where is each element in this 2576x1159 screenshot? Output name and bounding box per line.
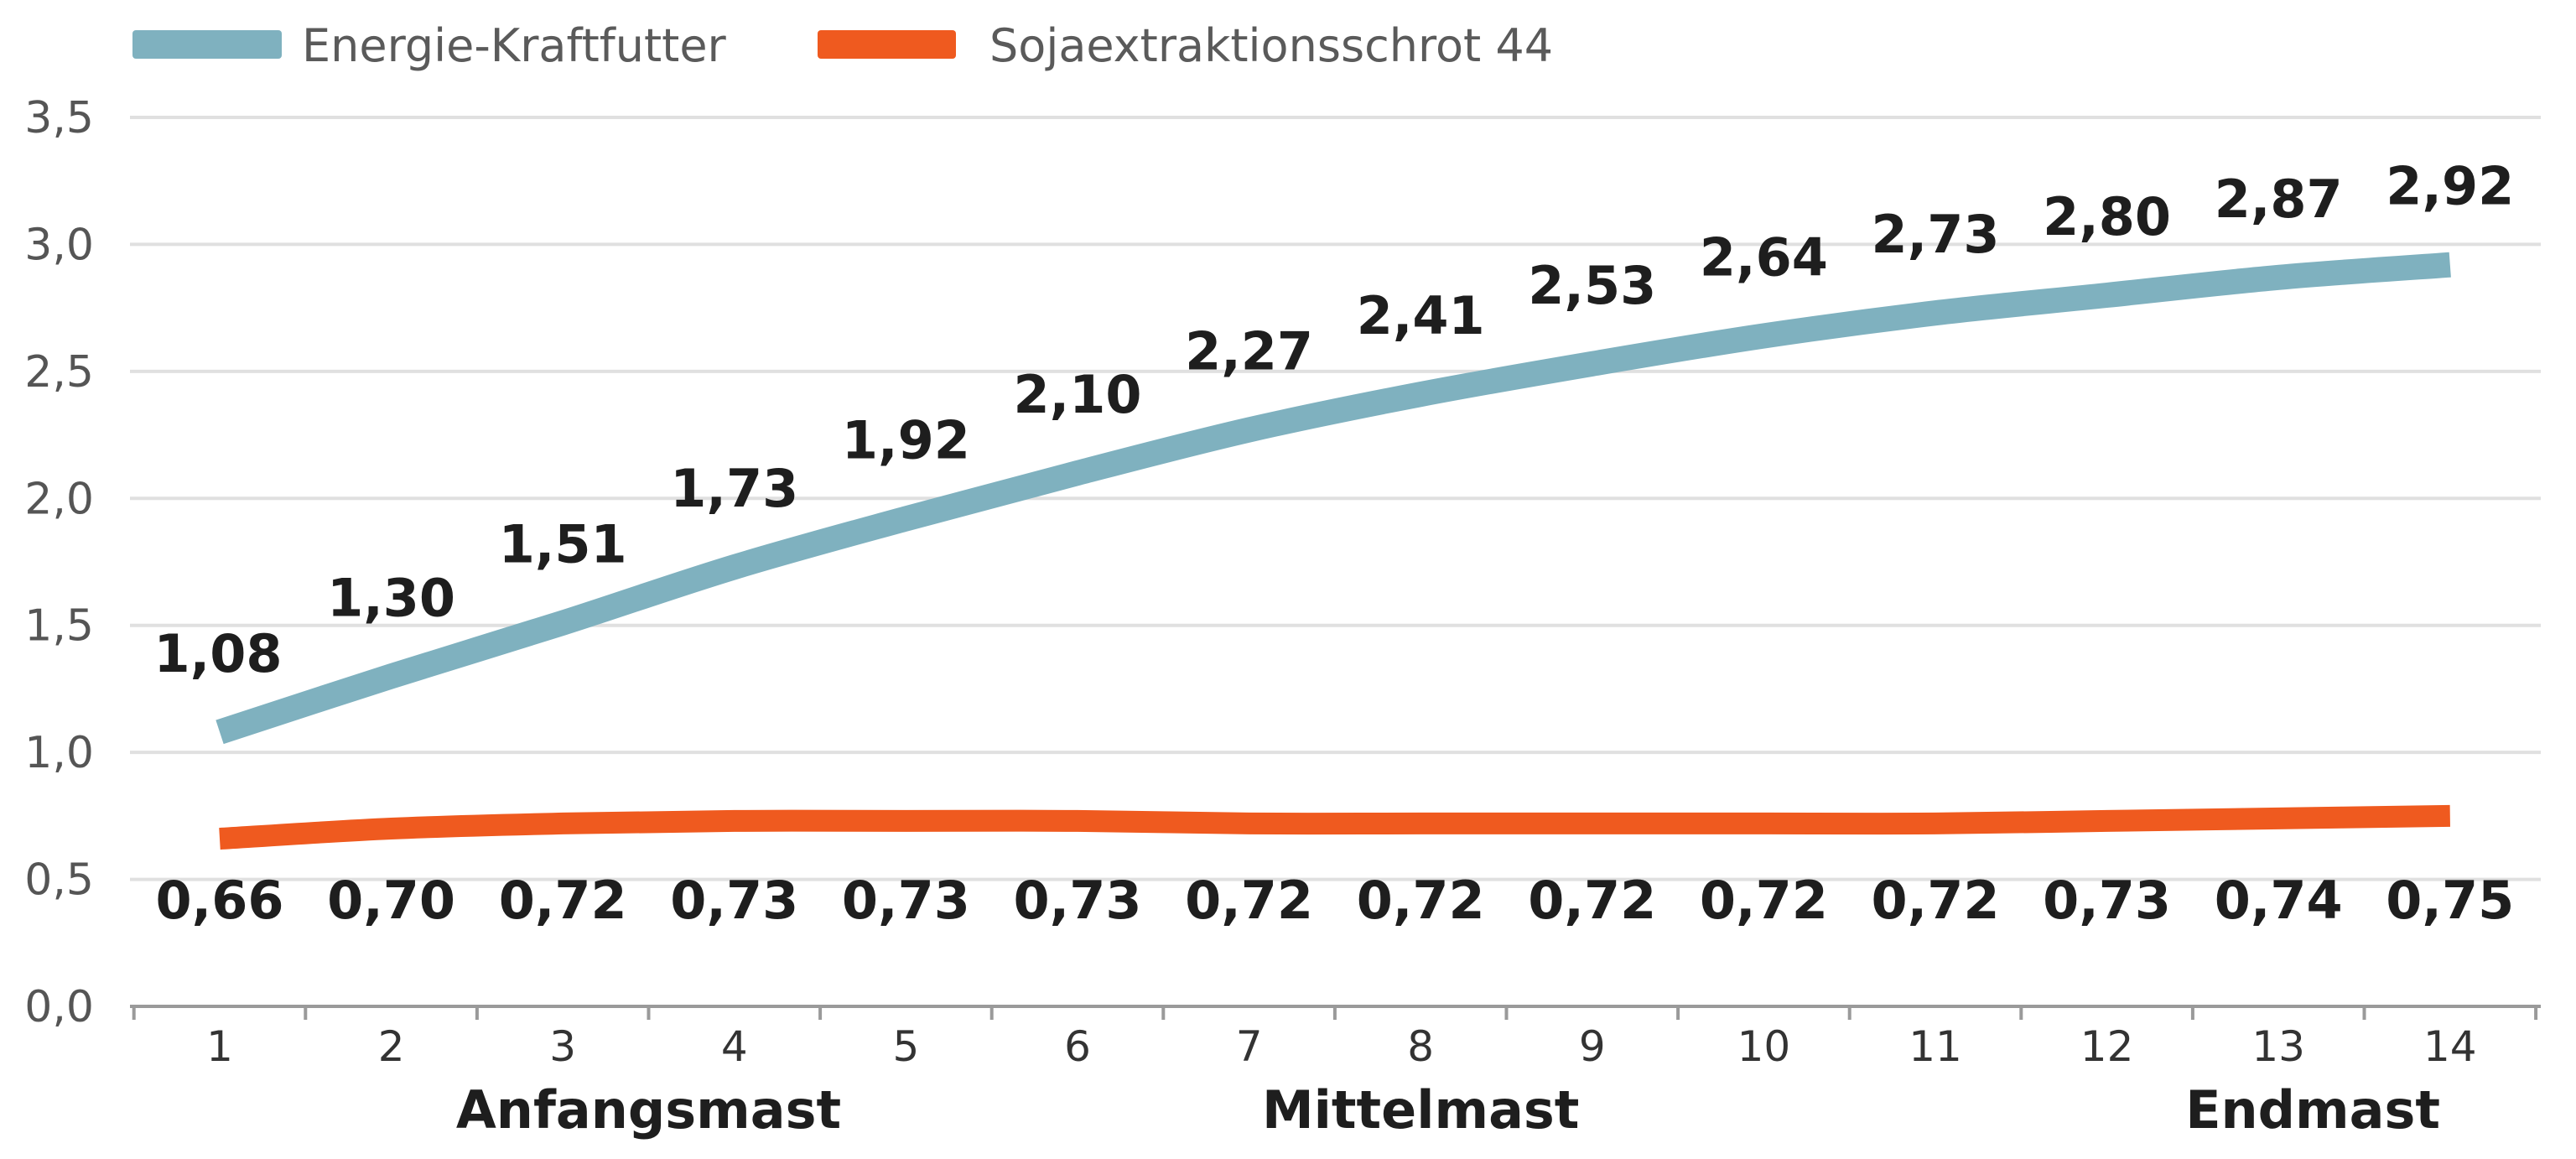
legend-swatch bbox=[132, 30, 282, 59]
data-label: 1,92 bbox=[842, 410, 970, 471]
phase-label: Mittelmast bbox=[1262, 1079, 1580, 1141]
data-labels: 1,08 1,30 1,51 1,73 1,92 2,10 2,27 2,41 2,53 2,64… bbox=[154, 156, 2515, 931]
x-tick-label: 1 bbox=[206, 1022, 233, 1071]
data-label: 0,73 bbox=[842, 870, 970, 931]
legend-label: Sojaextraktionsschrot 44 bbox=[989, 19, 1553, 72]
x-tick-label: 5 bbox=[892, 1022, 919, 1071]
data-label: 0,70 bbox=[327, 870, 455, 931]
x-tick-label: 9 bbox=[1579, 1022, 1606, 1071]
legend-label: Energie-Kraftfutter bbox=[302, 19, 727, 72]
y-tick-label: 3,5 bbox=[24, 93, 94, 143]
x-tick-label: 8 bbox=[1407, 1022, 1434, 1071]
data-label: 2,80 bbox=[2043, 186, 2171, 247]
y-tick-label: 3,0 bbox=[24, 220, 94, 270]
phase-labels: Anfangsmast Mittelmast Endmast bbox=[456, 1079, 2440, 1141]
data-label: 1,73 bbox=[670, 458, 798, 519]
data-label: 2,41 bbox=[1357, 285, 1485, 346]
legend-swatch bbox=[818, 30, 956, 59]
data-label: 0,66 bbox=[156, 870, 284, 931]
x-tick-label: 2 bbox=[378, 1022, 405, 1071]
series-line bbox=[219, 804, 2450, 850]
x-tick-label: 11 bbox=[1909, 1022, 1962, 1071]
data-label: 2,27 bbox=[1185, 321, 1313, 382]
data-label: 2,10 bbox=[1014, 364, 1142, 425]
data-label: 0,74 bbox=[2215, 870, 2343, 931]
data-label: 0,72 bbox=[1185, 870, 1313, 931]
data-label: 2,53 bbox=[1528, 255, 1656, 316]
chart-legend: Energie-Kraftfutter Sojaextraktionsschrot… bbox=[132, 19, 1553, 72]
gridlines bbox=[130, 116, 2541, 881]
y-tick-label: 0,0 bbox=[24, 982, 94, 1032]
data-label: 0,72 bbox=[1872, 870, 2000, 931]
data-label: 2,92 bbox=[2386, 156, 2514, 217]
data-label: 0,75 bbox=[2386, 870, 2514, 931]
data-label: 1,30 bbox=[327, 567, 455, 628]
series-line bbox=[216, 252, 2451, 745]
x-tick-label: 6 bbox=[1064, 1022, 1091, 1071]
data-label: 0,72 bbox=[499, 870, 627, 931]
data-label: 0,72 bbox=[1357, 870, 1485, 931]
data-label: 0,72 bbox=[1528, 870, 1656, 931]
y-tick-label: 0,5 bbox=[24, 855, 94, 906]
y-tick-label: 1,5 bbox=[24, 601, 94, 652]
y-tick-label: 1,0 bbox=[24, 728, 94, 778]
data-label: 2,73 bbox=[1872, 204, 2000, 265]
data-label: 1,08 bbox=[154, 623, 283, 684]
x-tick-label: 4 bbox=[721, 1022, 748, 1071]
x-tick-label: 14 bbox=[2423, 1022, 2477, 1071]
y-tick-label: 2,5 bbox=[24, 347, 94, 398]
data-label: 0,72 bbox=[1700, 870, 1828, 931]
data-label: 0,73 bbox=[2043, 870, 2171, 931]
phase-label: Endmast bbox=[2185, 1079, 2440, 1141]
x-tick-label: 3 bbox=[549, 1022, 576, 1071]
x-tick-label: 10 bbox=[1737, 1022, 1791, 1071]
data-label: 1,51 bbox=[499, 514, 627, 575]
y-axis-tick-labels: 0,0 0,5 1,0 1,5 2,0 2,5 3,0 3,5 bbox=[24, 93, 94, 1032]
data-label: 0,73 bbox=[1014, 870, 1142, 931]
x-axis: 1 2 3 4 5 6 7 8 9 10 11 12 13 14 bbox=[130, 1005, 2541, 1071]
x-tick-label: 7 bbox=[1236, 1022, 1263, 1071]
phase-label: Anfangsmast bbox=[456, 1079, 841, 1141]
data-label: 2,64 bbox=[1700, 226, 1828, 288]
data-label: 2,87 bbox=[2215, 169, 2343, 230]
series-lines bbox=[216, 252, 2451, 850]
y-tick-label: 2,0 bbox=[24, 474, 94, 524]
x-tick-label: 13 bbox=[2251, 1022, 2305, 1071]
x-tick-label: 12 bbox=[2080, 1022, 2134, 1071]
data-label: 0,73 bbox=[670, 870, 798, 931]
